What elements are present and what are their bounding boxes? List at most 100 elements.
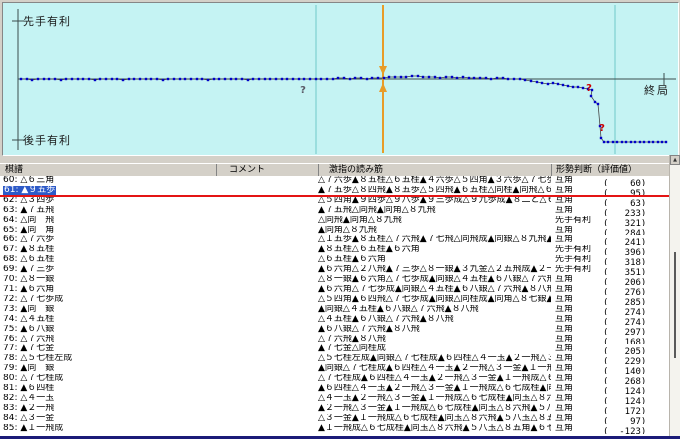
kifu-row[interactable]: 78: △５七桂左成 △５七桂左成▲同銀△７七桂成▲６四桂△４一玉▲２一飛△３一金… [0, 354, 669, 364]
comment-cell [216, 404, 318, 414]
header-comment: コメント [216, 164, 318, 177]
move-cell[interactable]: 77: ▲７七金 [3, 344, 55, 354]
comment-cell [216, 315, 318, 325]
engine-reading-cell: △５七桂左成▲同銀△７七桂成▲６四桂△４一玉▲２一飛△３一金▲１一飛成△６七成桂… [318, 354, 551, 364]
kifu-row[interactable]: 72: △７七歩成 △５四角▲６四飛△７七歩成▲同銀△同桂成▲同角△８七銀▲６八金… [0, 295, 669, 305]
vertical-scrollbar[interactable]: ▲ [669, 155, 680, 436]
header-reading: 激指の読み筋 [318, 164, 551, 177]
engine-reading-cell: △５四角▲９四歩△９八歩▲９三歩成△９九歩成▲８二と△６五歩▲５五角△９七香成▲… [318, 195, 551, 205]
kifu-row[interactable]: 70: △８一銀 △８一銀▲６六角△７七歩成▲同銀△４五桂▲６八銀△７六飛▲８八飛… [0, 275, 669, 285]
blunder-question-mark: ? [300, 85, 306, 96]
kifu-row[interactable]: 68: △６五桂 △６五桂▲６六角 先手有利( 318) [0, 255, 669, 265]
move-cell[interactable]: 67: ▲８五桂 [3, 245, 55, 255]
kifu-row[interactable]: 82: △４一玉 △４一玉▲２一飛△３一金▲１一飛成△６七成桂▲同玉△８六飛▲５八… [0, 394, 669, 404]
move-cell[interactable]: 63: ▲７五飛 [3, 205, 55, 215]
engine-reading-cell: ▲６六角△２八飛▲７三歩△８一銀▲３九金△２五飛成▲２一飛△７七歩成▲同金△５四… [318, 265, 551, 275]
kifu-row[interactable]: 80: △７七桂成 △７七桂成▲６四桂△４一玉▲２一飛△３一金▲１一飛成△６七成桂… [0, 374, 669, 384]
kifu-row[interactable]: 69: ▲７三歩 ▲６六角△２八飛▲７三歩△８一銀▲３九金△２五飛成▲２一飛△７七… [0, 265, 669, 275]
move-cell[interactable]: 85: ▲１一飛成 [3, 423, 64, 433]
kifu-row[interactable]: 83: ▲２一飛 ▲２一飛△３一金▲１一飛成△６七成桂▲同玉△８六飛▲５八玉△８五… [0, 404, 669, 414]
engine-reading-cell: △５四角▲６四飛△７七歩成▲同銀△同桂成▲同角△８七銀▲６八金△７六銀不成▲５五… [318, 294, 551, 304]
kifu-row[interactable]: 67: ▲８五桂 ▲８五桂△６五桂▲６六角 先手有利( 396) [0, 245, 669, 255]
move-cell[interactable]: 74: △４五桂 [3, 314, 55, 324]
judgment-cell: 互角( 285) [555, 294, 647, 305]
move-cell[interactable]: 84: △３一金 [3, 413, 55, 423]
judgment-cell: 互角( 124) [555, 393, 647, 404]
blunder-question-mark: ? [599, 123, 605, 134]
move-cell[interactable]: 75: ▲６八銀 [3, 324, 55, 334]
move-cell[interactable]: 70: △８一銀 [3, 275, 55, 285]
judgment-cell: 互角( 274) [555, 314, 647, 325]
kifu-row[interactable]: 65: ▲同 角 ▲同角△８九飛 互角( 284) [0, 226, 669, 236]
kifu-row[interactable]: 81: ▲６四桂 ▲６四桂△４一玉▲２一飛△３一金▲１一飛成△６七成桂▲同玉△８六… [0, 384, 669, 394]
kifu-row[interactable]: 79: ▲同 銀 ▲同銀△７七桂成▲６四桂△４一玉▲２一飛△３一金▲１一飛成△６七… [0, 364, 669, 374]
judgment-cell: 先手有利( 321) [555, 215, 647, 226]
move-cell[interactable]: 69: ▲７三歩 [3, 265, 55, 275]
kifu-row[interactable]: 60: △６三角 △７六歩▲８五桂△６五桂▲４六歩△５四角▲３六歩△７七歩成▲同銀… [0, 176, 669, 186]
move-cell[interactable]: 64: △同 飛 [3, 215, 55, 225]
comment-cell [216, 216, 318, 226]
kifu-row[interactable]: 61: ▲９五歩 ▲７五歩△８四飛▲８五歩△５四飛▲６五桂△同桂▲同飛△６四歩▲３… [0, 185, 669, 196]
kifu-row[interactable]: 74: △４五桂 △４五桂▲６八銀△７六飛▲８八飛 互角( 274) [0, 315, 669, 325]
judgment-cell: 互角( 97) [555, 413, 647, 424]
kifu-row[interactable]: 64: △同 飛 △同飛▲同角△８九飛 先手有利( 321) [0, 216, 669, 226]
move-cell[interactable]: 61: ▲９五歩 [3, 185, 57, 195]
judgment-cell: 互角( 140) [555, 364, 647, 375]
engine-reading-cell: ▲８五桂△６五桂▲６六角 [318, 245, 420, 255]
kifu-row[interactable]: 71: ▲６六角 ▲６六角△７七歩成▲同銀△４五桂▲６八銀△７六飛▲８八飛 互角( … [0, 285, 669, 295]
engine-reading-cell: ▲７五歩△８四飛▲８五歩△５四飛▲６五桂△同桂▲同飛△６四歩▲３五飛△３四歩▲５… [318, 185, 551, 195]
engine-reading-cell: △７七桂成▲６四桂△４一玉▲２一飛△３一金▲１一飛成△６七成桂▲同玉△８六飛▲５… [318, 374, 551, 384]
engine-reading-cell: ▲同銀△４五桂▲６八銀△７六飛▲８八飛 [318, 304, 479, 314]
kifu-row[interactable]: 77: ▲７七金 ▲７七金△同桂成 互角( 205) [0, 344, 669, 354]
judgment-cell: 互角( 205) [555, 344, 647, 355]
engine-reading-cell: △８一銀▲６六角△７七歩成▲同銀△４五桂▲６八銀△７六飛▲８八飛 [318, 275, 551, 285]
move-cell[interactable]: 83: ▲２一飛 [3, 403, 55, 413]
move-cell[interactable]: 79: ▲同 銀 [3, 364, 55, 374]
comment-cell [216, 424, 318, 434]
move-cell[interactable]: 82: △４一玉 [3, 393, 55, 403]
comment-cell [216, 364, 318, 374]
move-cell[interactable]: 76: △７六飛 [3, 334, 55, 344]
eval-graph-svg: ??? [12, 5, 676, 154]
move-cell[interactable]: 68: △６五桂 [3, 255, 55, 265]
judgment-cell: 先手有利( 318) [555, 255, 647, 266]
kifu-row[interactable]: 76: △７六飛 △７六飛▲８八飛 互角( 168) [0, 335, 669, 345]
judgment-cell: 互角( 233) [555, 205, 647, 216]
move-cell[interactable]: 80: △７七桂成 [3, 374, 64, 384]
judgment-cell: 互角( 206) [555, 275, 647, 285]
blunder-question-mark: ? [586, 83, 592, 94]
kifu-row[interactable]: 63: ▲７五飛 ▲７五飛△同飛▲同角△８九飛 互角( 233) [0, 206, 669, 216]
move-cell[interactable]: 60: △６三角 [3, 176, 55, 185]
judgment-cell: 互角( 124) [555, 384, 647, 394]
move-cell[interactable]: 66: △７六歩 [3, 235, 55, 245]
end-of-game-label: 終局 [644, 84, 670, 97]
kifu-row[interactable]: 75: ▲６八銀 ▲６八銀△７六飛▲８八飛 互角( 297) [0, 325, 669, 335]
kifu-table-body: 60: △６三角 △７六歩▲８五桂△６五桂▲４六歩△５四角▲３六歩△７七歩成▲同銀… [0, 176, 669, 436]
kifu-row[interactable]: 84: △３一金 △３一金▲１一飛成△６七成桂▲同玉△８六飛▲５八玉△８五角▲６七… [0, 414, 669, 424]
kifu-row[interactable]: 85: ▲１一飛成 ▲１一飛成△６七成桂▲同玉△８六飛▲５八玉△８五角▲６七歩△６… [0, 424, 669, 434]
comment-cell [216, 394, 318, 404]
move-cell[interactable]: 72: △７七歩成 [3, 294, 64, 304]
move-cell[interactable]: 73: ▲同 銀 [3, 304, 55, 314]
judgment-cell: 互角( 284) [555, 225, 647, 236]
move-cell[interactable]: 81: ▲６四桂 [3, 384, 55, 394]
scrollbar-thumb[interactable] [674, 252, 676, 358]
move-cell[interactable]: 78: △５七桂左成 [3, 354, 73, 364]
move-cell[interactable]: 65: ▲同 角 [3, 225, 55, 235]
scroll-up-button[interactable]: ▲ [670, 155, 680, 165]
judgment-cell: 先手有利( 396) [555, 245, 647, 256]
kifu-row[interactable]: 66: △７六歩 △１五歩▲８五桂△７六飛▲７七飛△同飛成▲同銀△８九飛▲７三桂成… [0, 235, 669, 245]
judgment-cell: 互角( 297) [555, 324, 647, 335]
header-kifu: 棋譜 [5, 165, 24, 175]
engine-reading-cell: △６五桂▲６六角 [318, 255, 386, 265]
move-cell[interactable]: 62: △３四歩 [3, 195, 55, 205]
move-cell[interactable]: 71: ▲６六角 [3, 284, 55, 294]
engine-reading-cell: ▲２一飛△３一金▲１一飛成△６七成桂▲同玉△８六飛▲５八玉△８五角▲６七歩△６五… [318, 403, 551, 413]
kifu-row[interactable]: 62: △３四歩 △５四角▲９四歩△９八歩▲９三歩成△９九歩成▲８二と△６五歩▲５… [0, 196, 669, 206]
judgment-cell: 互角( -123) [555, 423, 647, 434]
comment-cell [216, 255, 318, 265]
kifu-row[interactable]: 73: ▲同 銀 ▲同銀△４五桂▲６八銀△７六飛▲８八飛 互角( 274) [0, 305, 669, 315]
header-judgment: 形勢判断（評価値） [551, 164, 668, 177]
eval-graph-panel[interactable]: ??? 先手有利 後手有利 終局 [2, 2, 679, 156]
engine-reading-cell: △同飛▲同角△８九飛 [318, 215, 402, 225]
